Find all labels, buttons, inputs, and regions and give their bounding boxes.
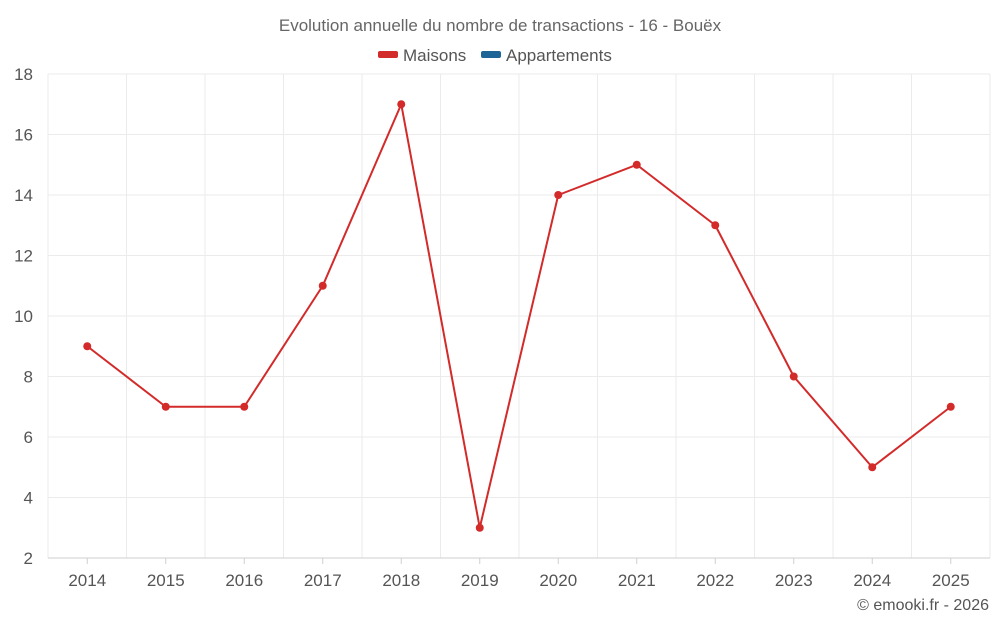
- x-tick-label: 2014: [68, 571, 106, 590]
- legend-item-appartements[interactable]: Appartements: [481, 46, 612, 65]
- credit-text: © emooki.fr - 2026: [857, 597, 989, 614]
- y-tick-label: 4: [24, 489, 33, 508]
- legend-item-maisons[interactable]: Maisons: [378, 46, 466, 65]
- data-point-maisons-2016[interactable]: [240, 402, 249, 411]
- x-tick-label: 2015: [147, 571, 185, 590]
- gridlines: [47, 73, 991, 558]
- legend-label-appartements: Appartements: [506, 46, 612, 65]
- x-tick-label: 2023: [775, 571, 813, 590]
- legend-label-maisons: Maisons: [403, 46, 466, 65]
- data-point-maisons-2015[interactable]: [161, 402, 170, 411]
- x-tick-label: 2016: [225, 571, 263, 590]
- legend-swatch-maisons: [378, 51, 398, 58]
- data-point-maisons-2024[interactable]: [868, 463, 877, 472]
- series-maisons: [83, 100, 955, 532]
- chart-title: Evolution annuelle du nombre de transact…: [279, 16, 722, 35]
- y-tick-label: 12: [14, 247, 33, 266]
- data-point-maisons-2020[interactable]: [554, 191, 563, 199]
- data-point-maisons-2018[interactable]: [397, 100, 406, 109]
- y-tick-label: 16: [14, 126, 33, 145]
- data-point-maisons-2017[interactable]: [318, 281, 327, 290]
- x-tick-label: 2024: [853, 571, 891, 590]
- x-tick-label: 2022: [696, 571, 734, 590]
- y-tick-label: 2: [24, 549, 33, 568]
- data-point-maisons-2014[interactable]: [83, 342, 92, 351]
- data-point-maisons-2025[interactable]: [946, 402, 955, 411]
- y-tick-label: 6: [24, 428, 33, 447]
- y-tick-label: 10: [14, 307, 33, 326]
- axes: [48, 557, 990, 564]
- series-line-maisons: [86, 103, 952, 529]
- legend: Maisons Appartements: [378, 46, 612, 65]
- data-point-maisons-2019[interactable]: [475, 523, 484, 532]
- data-point-maisons-2022[interactable]: [711, 221, 720, 230]
- x-tick-label: 2018: [382, 571, 420, 590]
- data-point-maisons-2023[interactable]: [789, 372, 798, 381]
- y-tick-label: 8: [24, 368, 33, 387]
- y-axis-ticks: 2 4 6 8 10 12 14 16 18: [14, 65, 33, 568]
- x-tick-label: 2017: [304, 571, 342, 590]
- y-tick-label: 14: [14, 186, 33, 205]
- x-tick-label: 2025: [932, 571, 970, 590]
- x-tick-label: 2020: [539, 571, 577, 590]
- x-tick-label: 2021: [618, 571, 656, 590]
- legend-swatch-appartements: [481, 51, 501, 58]
- x-tick-label: 2019: [461, 571, 499, 590]
- x-axis-ticks: 2014 2015 2016 2017 2018 2019 2020 2021 2022 2023…: [68, 571, 969, 590]
- y-tick-label: 18: [14, 65, 33, 84]
- data-point-maisons-2021[interactable]: [632, 160, 641, 169]
